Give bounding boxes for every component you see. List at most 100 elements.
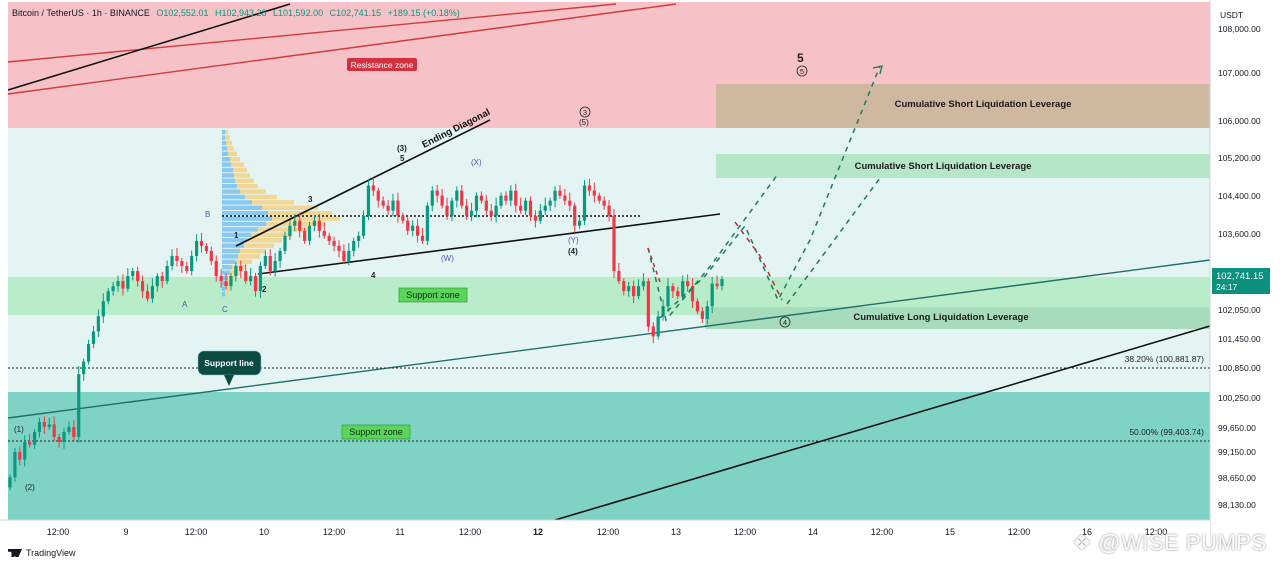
- candle-down: [715, 283, 719, 287]
- candle-up: [131, 271, 135, 277]
- candle-down: [671, 286, 675, 292]
- candle-up: [273, 261, 277, 272]
- time-label: 12:00: [323, 527, 346, 537]
- candle-down: [239, 266, 243, 272]
- time-label: 11: [395, 527, 404, 537]
- candle-down: [386, 205, 390, 211]
- time-label: 12:00: [871, 527, 894, 537]
- volume-bar-buy: [222, 135, 225, 140]
- candle-down: [175, 255, 179, 261]
- diamond-logo-icon: ❖: [1072, 530, 1093, 555]
- candle-up: [62, 431, 66, 443]
- volume-bar-sell: [258, 227, 308, 232]
- projection-path-main: [659, 65, 881, 319]
- candle-down: [57, 437, 61, 443]
- candle-down: [415, 225, 420, 236]
- candle-up: [509, 190, 513, 201]
- candle-up: [190, 255, 194, 272]
- tradingview-logo[interactable]: TradingView: [8, 548, 76, 558]
- candle-down: [420, 235, 425, 241]
- support-zone-upper-label: Support zone: [406, 290, 460, 300]
- volume-bar-sell: [252, 200, 294, 205]
- candle-down: [381, 200, 385, 206]
- candle-up: [194, 240, 199, 256]
- candle-down: [484, 200, 488, 211]
- current-price-badge: [1212, 268, 1270, 294]
- volume-bar-buy: [222, 184, 237, 189]
- volume-bar-buy: [222, 140, 226, 146]
- ohlc-open: O102,552.01: [156, 8, 209, 18]
- candle-down: [317, 220, 321, 231]
- candle-down: [700, 311, 704, 319]
- price-label: 108,000.00: [1218, 24, 1261, 34]
- candle-up: [258, 266, 263, 292]
- candle-down: [42, 421, 46, 427]
- short-liq-zone-2: [716, 154, 1210, 178]
- volume-bar-sell: [225, 135, 230, 140]
- chart-header: Bitcoin / TetherUS · 1h · BINANCE O102,5…: [12, 8, 464, 18]
- resistance-line-1: [7, 3, 617, 63]
- long-liq-label: Cumulative Long Liquidation Leverage: [853, 312, 1028, 323]
- candle-down: [465, 205, 469, 216]
- candle-down: [607, 205, 611, 216]
- projection-path-alt-1: [647, 173, 779, 322]
- candle-up: [307, 225, 312, 241]
- volume-bar-buy: [222, 275, 228, 281]
- candle-down: [140, 281, 145, 292]
- volume-bar-buy: [222, 286, 225, 291]
- support-line: [7, 259, 1211, 419]
- candle-down: [332, 240, 336, 246]
- volume-bar-sell: [230, 157, 240, 162]
- support-zone-lower-label: Support zone: [349, 427, 403, 437]
- wave-label-y: (Y): [568, 236, 579, 245]
- volume-bar-sell: [228, 151, 237, 156]
- candle-up: [32, 431, 37, 445]
- watermark: ❖ @WISE PUMPS: [1072, 530, 1267, 556]
- wave-label-1: (1): [14, 425, 24, 434]
- price-label: 105,200.00: [1218, 153, 1261, 163]
- candle-down: [563, 195, 567, 201]
- time-axis[interactable]: [0, 520, 1210, 544]
- resistance-black-line: [7, 3, 291, 91]
- short-liq-label-2: Cumulative Short Liquidation Leverage: [855, 161, 1032, 172]
- symbol-label[interactable]: Bitcoin / TetherUS · 1h · BINANCE: [12, 8, 150, 18]
- candle-up: [106, 291, 110, 302]
- wave-label-c5: (5): [579, 118, 589, 127]
- volume-bar-sell: [247, 238, 282, 243]
- wave-label-x: (X): [471, 158, 482, 167]
- wave-label-i3: 3: [308, 195, 313, 204]
- volume-bar-buy: [222, 146, 227, 151]
- candle-up: [474, 195, 479, 211]
- candle-up: [357, 235, 361, 241]
- candle-up: [116, 281, 120, 287]
- candle-up: [170, 255, 174, 267]
- axis-currency: USDT: [1220, 10, 1243, 20]
- candle-down: [214, 261, 218, 277]
- tradingview-logo-icon: [8, 549, 22, 557]
- candle-up: [96, 316, 100, 332]
- volume-bar-buy: [222, 130, 225, 135]
- projection-path-red-2: [647, 247, 661, 283]
- time-label: 12:00: [1145, 527, 1168, 537]
- volume-bar-sell: [244, 243, 274, 248]
- candle-down: [651, 326, 655, 337]
- candle-up: [366, 185, 371, 216]
- change-label: +189.15 (+0.18%): [387, 8, 460, 18]
- candle-down: [160, 276, 164, 282]
- candle-down: [376, 190, 380, 201]
- wave-circle-3-label: 3: [583, 108, 587, 117]
- candle-up: [8, 477, 12, 488]
- candle-down: [180, 261, 184, 267]
- candle-up: [582, 185, 587, 221]
- time-labels: 12:00 9 12:00 10 12:00 11 12:00 12 12:00 13 12:00 1…: [47, 527, 1168, 537]
- candle-up: [278, 250, 282, 261]
- channel-bottom-line: [554, 325, 1211, 521]
- candle-down: [327, 235, 331, 241]
- price-labels: 108,000.00 107,000.00 106,000.00 105,200.00…: [1218, 24, 1261, 510]
- wave-label-w: (W): [441, 254, 454, 263]
- candle-down: [587, 185, 592, 191]
- candle-up: [77, 374, 81, 438]
- volume-bar-sell: [226, 281, 232, 286]
- candle-down: [514, 190, 518, 206]
